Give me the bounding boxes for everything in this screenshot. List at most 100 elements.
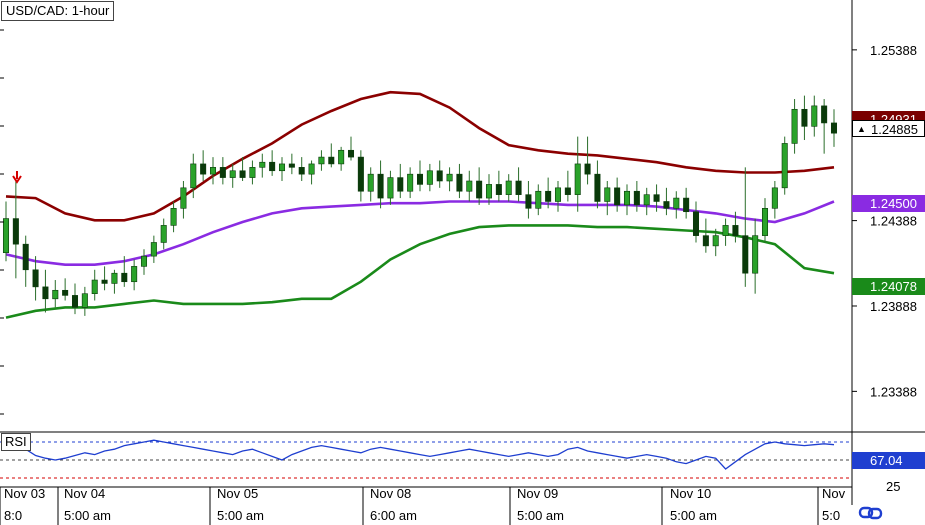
current-price-value: 1.24885 — [871, 122, 918, 137]
candle-body — [801, 108, 808, 127]
candle-body — [761, 208, 769, 236]
candle-body — [170, 208, 177, 226]
candle-body — [160, 225, 167, 243]
candle-body — [121, 272, 128, 283]
candle-body — [456, 173, 463, 192]
candle-body — [71, 295, 79, 308]
candle-body — [742, 235, 749, 274]
candle-body — [219, 167, 226, 178]
candle-body — [288, 163, 295, 168]
candle-body — [12, 218, 19, 245]
candle-body — [377, 173, 384, 199]
candle-body — [131, 266, 138, 283]
candle-body — [485, 184, 493, 199]
candle-body — [643, 194, 650, 206]
candle-body — [495, 184, 502, 195]
candle-body — [821, 105, 828, 124]
y-tick-label: 1.23888 — [870, 299, 917, 314]
candle-body — [476, 180, 483, 199]
candle-body — [338, 149, 345, 165]
candle-body — [101, 279, 108, 284]
candle-body — [554, 187, 562, 202]
candle-body — [397, 177, 404, 192]
link-icon[interactable] — [858, 504, 884, 522]
rsi-panel: 25 — [0, 439, 900, 494]
candle-body — [692, 211, 700, 236]
candle-body — [791, 108, 798, 144]
candle-body — [604, 187, 611, 202]
candle-body — [515, 180, 522, 195]
rsi-value-tag: 67.04 — [852, 452, 925, 469]
x-time-label: 6:00 am — [370, 508, 417, 523]
candle-body — [259, 161, 266, 168]
candle-body — [200, 163, 207, 175]
price-up-icon: ▲ — [857, 124, 866, 134]
candle-body — [732, 225, 739, 236]
candle-body — [22, 243, 29, 271]
candle-body — [42, 286, 49, 300]
rsi-tick-label: 25 — [886, 479, 900, 494]
candle-body — [633, 190, 640, 206]
candle-body — [91, 279, 98, 294]
candle-body — [32, 269, 39, 288]
candle-body — [357, 156, 364, 192]
candle-body — [367, 173, 374, 192]
down-arrow-icon — [12, 171, 22, 184]
candle-body — [771, 187, 778, 209]
candle-body — [702, 235, 709, 247]
candle-body — [190, 163, 197, 189]
middle-band-price-tag: 1.24500 — [852, 195, 925, 212]
candle-body — [525, 194, 532, 209]
candle-body — [239, 170, 246, 178]
signal-arrow — [12, 171, 22, 184]
x-time-label: 5:00 am — [670, 508, 717, 523]
current-price-tag: ▲ 1.24885 — [852, 120, 925, 137]
x-date-label: Nov 03 — [4, 486, 45, 501]
candle-body — [416, 173, 424, 185]
candle-body — [574, 163, 581, 195]
candle-body — [52, 289, 59, 300]
candle-body — [318, 156, 325, 165]
candle-body — [781, 143, 788, 189]
y-tick-label: 1.23388 — [870, 384, 917, 399]
candle-body — [111, 272, 118, 284]
candle-body — [407, 173, 414, 192]
x-time-label: 5:00 am — [517, 508, 564, 523]
candle-body — [545, 190, 552, 202]
x-date-label: Nov 04 — [64, 486, 105, 501]
x-time-label: 5:0 — [822, 508, 840, 523]
y-tick-label: 1.24388 — [870, 214, 917, 229]
candle-body — [209, 167, 217, 175]
chart-title: USD/CAD: 1-hour — [1, 1, 115, 21]
upper_band-line — [5, 90, 835, 222]
candle-body — [466, 180, 473, 192]
x-time-label: 8:0 — [4, 508, 22, 523]
candle-body — [249, 167, 256, 178]
candle-body — [564, 187, 571, 195]
candle-body — [387, 177, 394, 199]
candle-body — [229, 170, 236, 178]
candle-body — [653, 194, 660, 202]
y-tick-label: 1.25388 — [870, 43, 917, 58]
candle-body — [2, 218, 10, 254]
x-date-label: Nov 05 — [217, 486, 258, 501]
rsi-label: RSI — [1, 433, 31, 451]
candle-body — [426, 170, 433, 185]
candle-body — [623, 190, 631, 206]
candle-body — [150, 242, 157, 257]
candle-body — [81, 293, 88, 308]
candle-body — [436, 170, 443, 182]
candle-body — [594, 173, 601, 202]
candle-body — [673, 197, 680, 209]
candle-body — [614, 187, 621, 206]
x-date-label: Nov 09 — [517, 486, 558, 501]
candle-body — [269, 161, 276, 172]
candle-body — [752, 235, 759, 274]
x-time-label: 5:00 am — [217, 508, 264, 523]
x-date-label: Nov 10 — [670, 486, 711, 501]
x-date-label: Nov — [822, 486, 846, 501]
candle-body — [328, 156, 335, 165]
candle-body — [308, 163, 315, 175]
